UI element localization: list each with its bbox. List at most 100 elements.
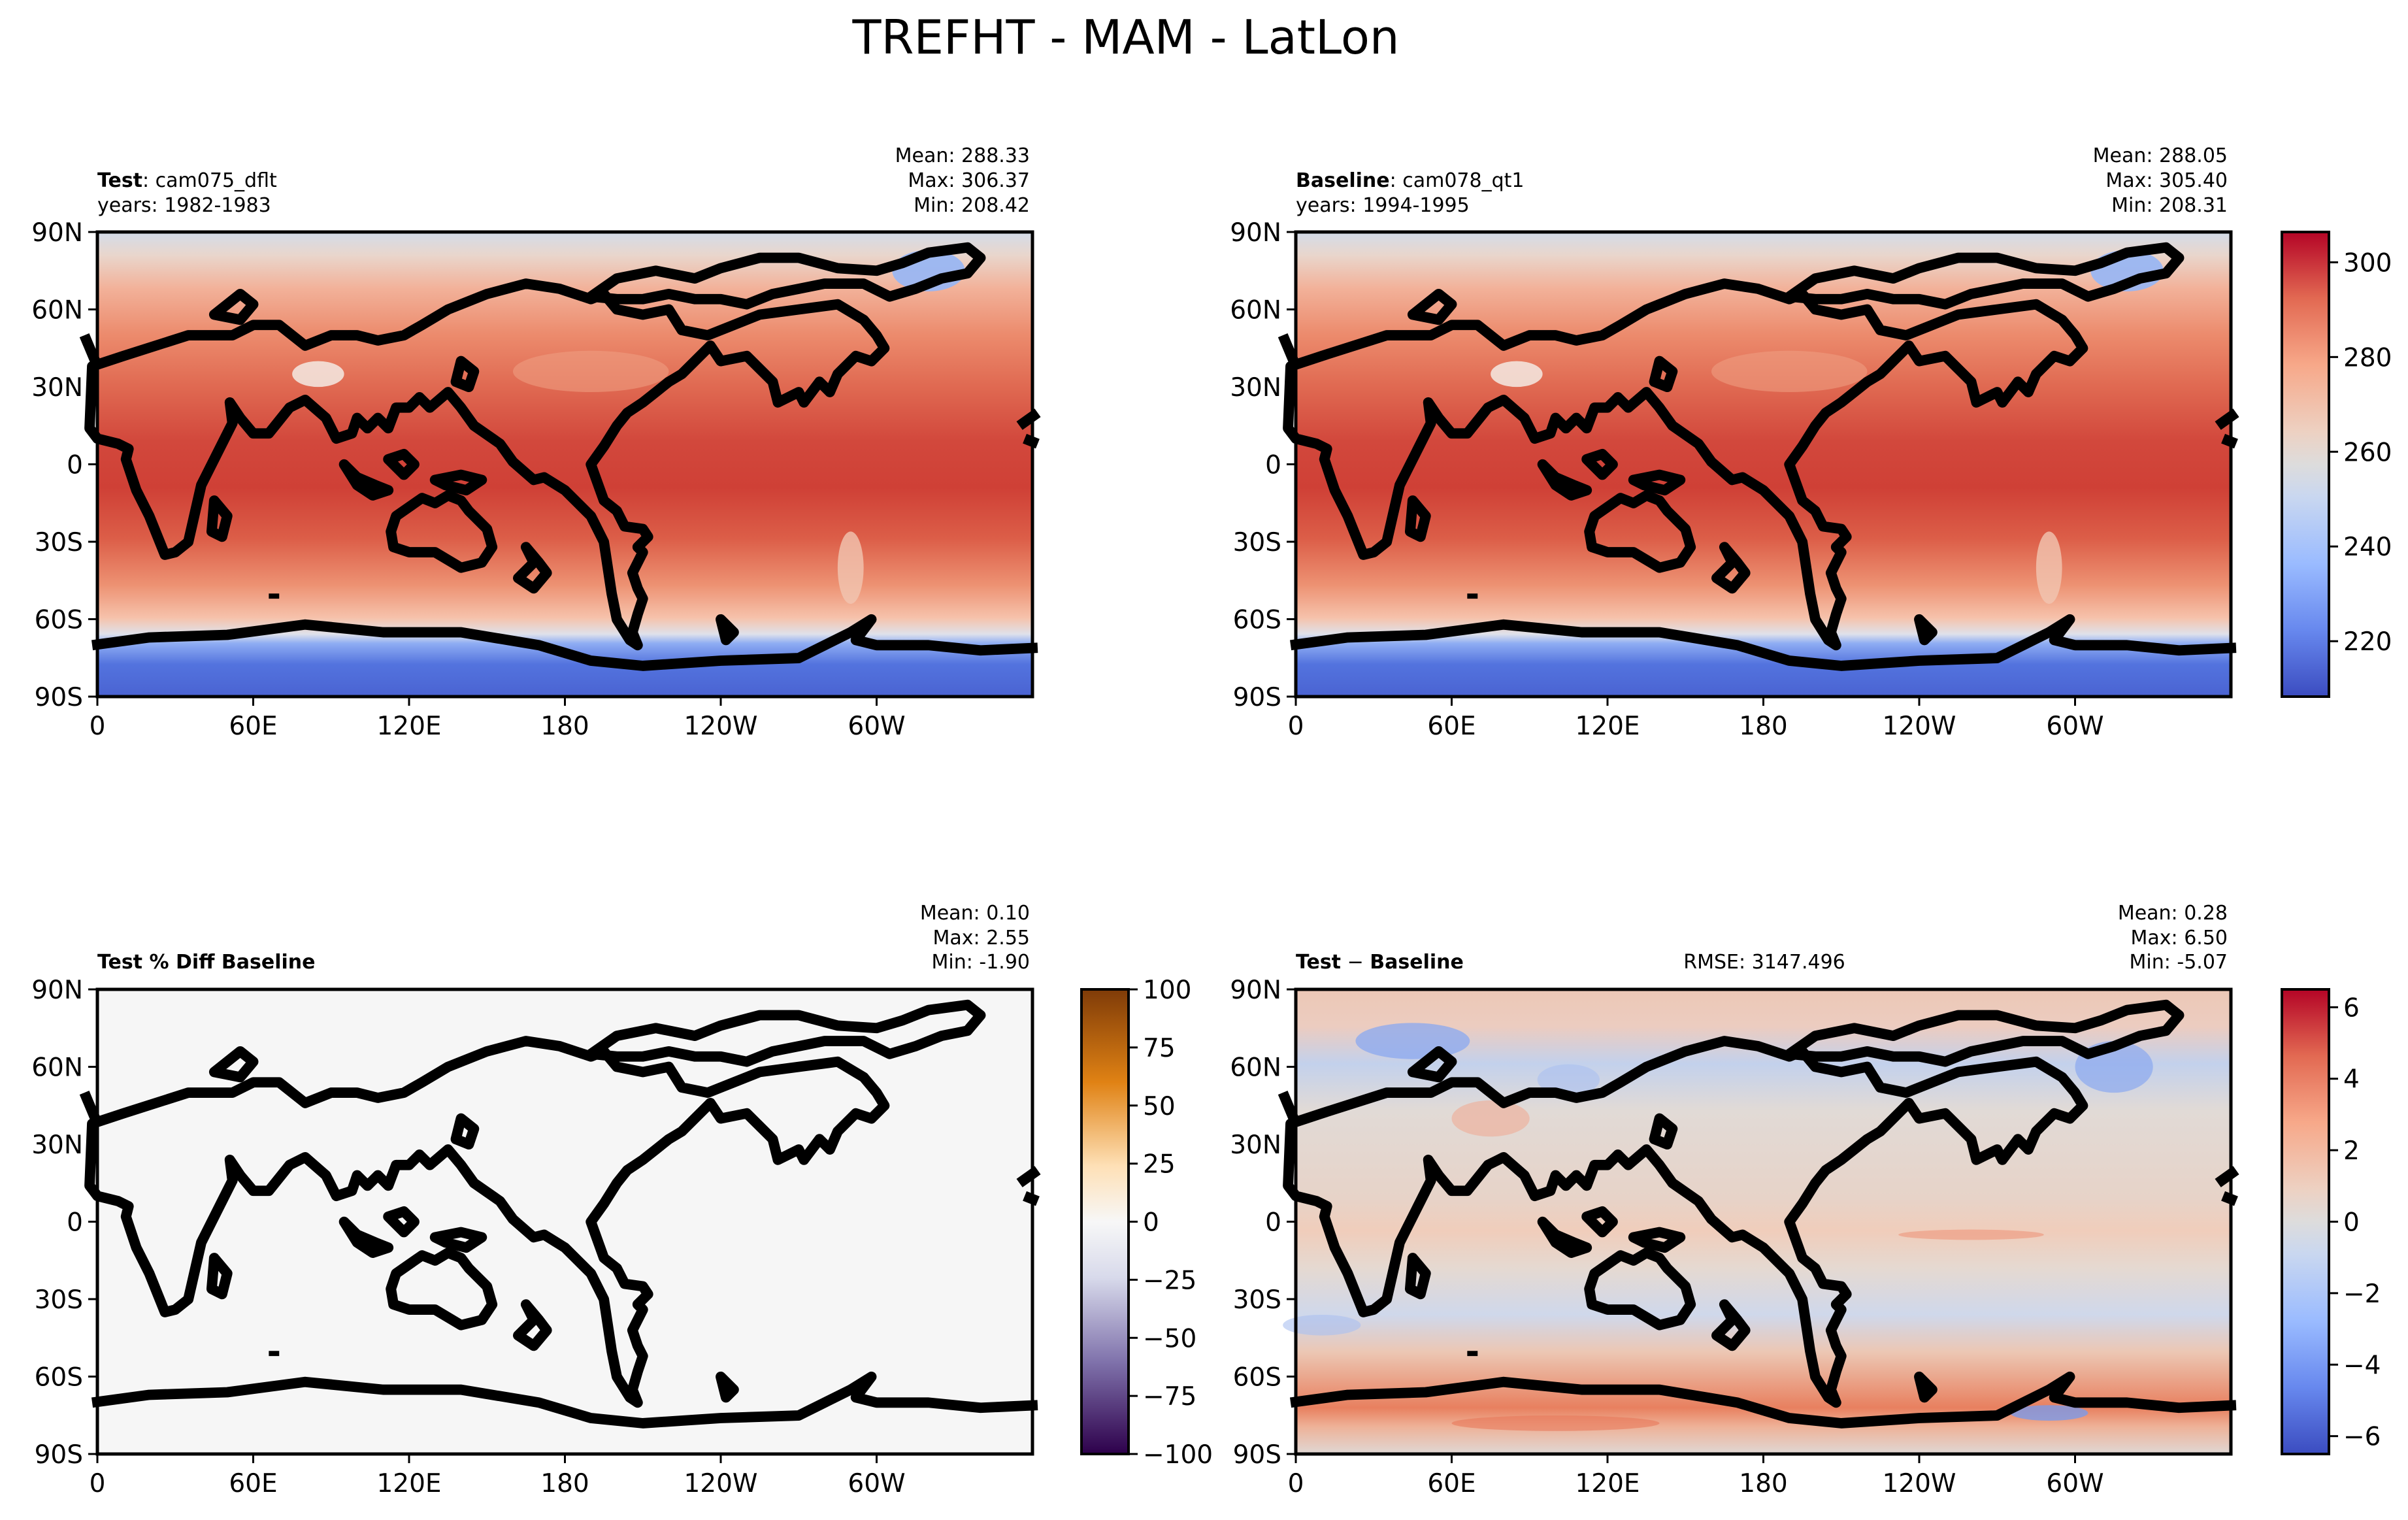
p2-ytick-label-4: 30S — [35, 1285, 83, 1315]
cb1-tick-label-2: 260 — [2343, 438, 2392, 467]
panel-diff-label-test: Test — [1296, 951, 1341, 974]
panel-baseline-min: Min: 208.31 — [2111, 194, 2228, 217]
panel-diff-cold-anomaly-5 — [2010, 1405, 2088, 1421]
p0-ytick-label-6: 90S — [35, 683, 83, 712]
p3-ytick-label-6: 90S — [1233, 1440, 1281, 1470]
cb2-tick-label-8: −100 — [1143, 1440, 1213, 1470]
cb2-tick-label-0: 100 — [1143, 976, 1191, 1005]
p0-ytick-label-0: 90N — [31, 218, 83, 248]
p1-xtick-label-0: 0 — [1288, 712, 1304, 741]
p1-ytick-label-2: 30N — [1230, 373, 1281, 403]
panel-baseline-andes — [2036, 531, 2062, 604]
p3-xtick-label-3: 180 — [1739, 1469, 1787, 1498]
p2-ytick-label-6: 90S — [35, 1440, 83, 1470]
p2-ytick-label-5: 60S — [35, 1363, 83, 1393]
panel-test-mean: Mean: 288.33 — [895, 144, 1030, 167]
p0-xtick-label-5: 60W — [848, 712, 905, 741]
p3-ytick-label-2: 30N — [1230, 1131, 1281, 1160]
panel-test-years: years: 1982-1983 — [97, 194, 271, 217]
panel-test-label-case: : cam075_dflt — [142, 169, 277, 192]
panel-diff-label-baseline: Baseline — [1370, 951, 1464, 974]
p2-xtick-label-0: 0 — [90, 1469, 106, 1498]
p0-ytick-label-4: 30S — [35, 528, 83, 557]
p0-xtick-label-3: 180 — [540, 712, 589, 741]
panel-diff-label: Test − Baseline — [1296, 951, 1464, 974]
panel-pct-diff: Test % Diff Baseline Mean: 0.10 Max: 2.5… — [31, 902, 1213, 1498]
panel-test-andes — [837, 531, 864, 604]
p2-ytick-label-0: 90N — [31, 976, 83, 1005]
panel-baseline-mean: Mean: 288.05 — [2093, 144, 2228, 167]
panel-test-label: Test: cam075_dflt — [97, 169, 277, 192]
p1-ytick-label-5: 60S — [1233, 606, 1281, 635]
p0-ytick-label-2: 30N — [31, 373, 83, 403]
p1-xtick-label-5: 60W — [2046, 712, 2103, 741]
p2-ytick-label-3: 0 — [67, 1208, 83, 1238]
panel-diff-warm-anomaly-2 — [1898, 1229, 2044, 1240]
cb2-tick-label-4: 0 — [1143, 1208, 1159, 1238]
p1-xtick-label-1: 60E — [1427, 712, 1476, 741]
cb2-tick-label-1: 75 — [1143, 1034, 1176, 1063]
p0-xtick-label-1: 60E — [229, 712, 277, 741]
p2-xtick-label-5: 60W — [848, 1469, 905, 1498]
p2-ytick-label-1: 60N — [31, 1053, 83, 1083]
p0-ytick-label-1: 60N — [31, 296, 83, 325]
figure-title: TREFHT - MAM - LatLon — [851, 10, 1399, 65]
cb1-tick-label-4: 220 — [2343, 627, 2392, 657]
panel-diff-rmse: RMSE: 3147.496 — [1683, 951, 1845, 974]
panel-test-min: Min: 208.42 — [914, 194, 1030, 217]
panel-diff-warm-anomaly-3 — [1451, 1415, 1660, 1431]
panel-diff-label-minus: − — [1341, 951, 1370, 974]
cb2-tick-label-7: −75 — [1143, 1382, 1196, 1412]
p2-xtick-label-2: 120E — [376, 1469, 441, 1498]
panel-baseline-label-case: : cam078_qt1 — [1390, 169, 1525, 192]
p1-xtick-label-4: 120W — [1882, 712, 1956, 741]
cb3-tick-label-0: 6 — [2343, 993, 2360, 1023]
panel-test-asia-warm — [513, 350, 669, 393]
panel-test: Test: cam075_dflt years: 1982-1983 Mean:… — [31, 144, 1038, 741]
p1-ytick-label-4: 30S — [1233, 528, 1281, 557]
p3-xtick-label-0: 0 — [1288, 1469, 1304, 1498]
cb2-tick-label-3: 25 — [1143, 1150, 1176, 1180]
p0-xtick-label-4: 120W — [684, 712, 757, 741]
cb1-tick-label-3: 240 — [2343, 533, 2392, 562]
p3-ytick-label-4: 30S — [1233, 1285, 1281, 1315]
panel-baseline-label-bold: Baseline — [1296, 169, 1390, 192]
panel-baseline-asia-warm — [1711, 350, 1868, 393]
panel-test-tibet-cold — [292, 361, 344, 388]
p3-ytick-label-0: 90N — [1230, 976, 1281, 1005]
panel-baseline-years: years: 1994-1995 — [1296, 194, 1470, 217]
p1-ytick-label-6: 90S — [1233, 683, 1281, 712]
colorbar-pct-diff — [1080, 988, 1130, 1455]
panel-diff-min: Min: -5.07 — [2130, 951, 2228, 974]
p0-xtick-label-2: 120E — [376, 712, 441, 741]
cb3-tick-label-1: 4 — [2343, 1065, 2360, 1095]
panel-pct-diff-label: Test % Diff Baseline — [97, 951, 316, 974]
cb3-tick-label-2: 2 — [2343, 1136, 2360, 1166]
panel-diff-cold-anomaly-4 — [1283, 1314, 1361, 1336]
panel-pct-diff-max: Max: 2.55 — [933, 927, 1030, 950]
cb2-tick-label-6: −50 — [1143, 1324, 1196, 1353]
panel-pct-diff-min: Min: -1.90 — [932, 951, 1031, 974]
cb1-tick-label-1: 280 — [2343, 343, 2392, 372]
cb3-tick-label-5: −4 — [2343, 1351, 2381, 1380]
panel-test-label-bold: Test — [97, 169, 142, 192]
p2-xtick-label-1: 60E — [229, 1469, 277, 1498]
colorbar-baseline — [2281, 231, 2330, 698]
p2-xtick-label-3: 180 — [540, 1469, 589, 1498]
panel-pct-diff-mean: Mean: 0.10 — [920, 902, 1030, 925]
panel-baseline-label: Baseline: cam078_qt1 — [1296, 169, 1525, 192]
p3-ytick-label-5: 60S — [1233, 1363, 1281, 1393]
p1-ytick-label-3: 0 — [1265, 451, 1281, 480]
p3-ytick-label-1: 60N — [1230, 1053, 1281, 1083]
p0-ytick-label-5: 60S — [35, 606, 83, 635]
panel-diff-max: Max: 6.50 — [2131, 927, 2228, 950]
p1-ytick-label-0: 90N — [1230, 218, 1281, 248]
p0-xtick-label-0: 0 — [90, 712, 106, 741]
panel-baseline-max: Max: 305.40 — [2105, 169, 2228, 192]
cb3-tick-label-6: −6 — [2343, 1423, 2381, 1452]
colorbar-diff — [2281, 988, 2330, 1455]
panel-diff-warm-anomaly-1 — [1451, 1100, 1530, 1137]
p3-xtick-label-1: 60E — [1427, 1469, 1476, 1498]
panel-baseline-tibet-cold — [1491, 361, 1543, 388]
